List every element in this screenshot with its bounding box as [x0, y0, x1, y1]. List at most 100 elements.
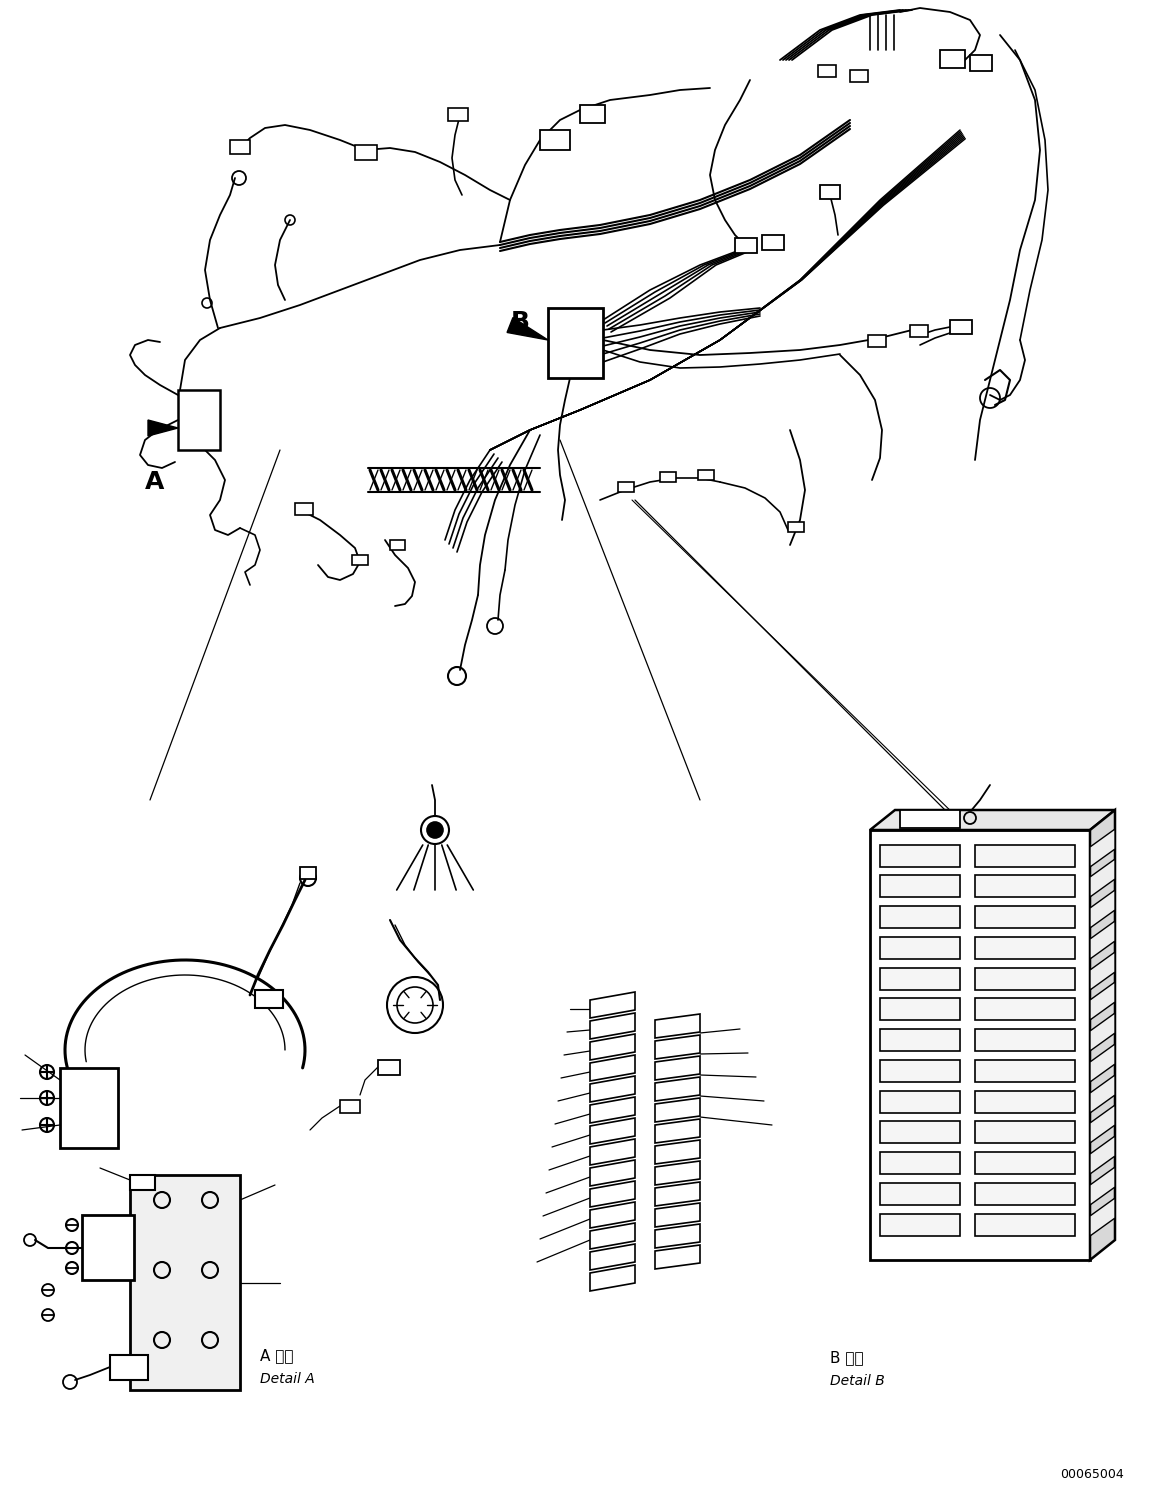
Text: 00065004: 00065004: [1059, 1469, 1123, 1481]
Bar: [698, 470, 714, 481]
Bar: [255, 990, 283, 1007]
Polygon shape: [655, 1098, 700, 1122]
Bar: [950, 320, 972, 333]
Bar: [975, 1152, 1075, 1174]
Bar: [355, 144, 377, 161]
Polygon shape: [655, 1056, 700, 1080]
Bar: [230, 140, 250, 153]
Bar: [975, 998, 1075, 1019]
Bar: [975, 937, 1075, 958]
Text: A 詳細: A 詳細: [261, 1348, 293, 1363]
Bar: [975, 1120, 1075, 1143]
Text: A: A: [145, 470, 165, 494]
Polygon shape: [590, 1244, 635, 1269]
Polygon shape: [1090, 890, 1115, 929]
Polygon shape: [1090, 1074, 1115, 1113]
Bar: [880, 1120, 959, 1143]
Bar: [789, 522, 804, 533]
Polygon shape: [507, 317, 548, 339]
Text: B 詳細: B 詳細: [830, 1350, 864, 1364]
Bar: [880, 969, 959, 990]
Bar: [295, 503, 313, 515]
Bar: [940, 51, 965, 68]
Bar: [340, 1100, 361, 1113]
Bar: [909, 324, 928, 336]
Bar: [975, 1059, 1075, 1082]
Bar: [868, 335, 886, 347]
Polygon shape: [655, 1202, 700, 1228]
Text: B: B: [511, 310, 529, 333]
Bar: [975, 969, 1075, 990]
Bar: [300, 868, 316, 879]
Bar: [618, 482, 634, 493]
Bar: [110, 1356, 148, 1379]
Bar: [352, 555, 368, 565]
Polygon shape: [655, 1119, 700, 1143]
Bar: [900, 809, 959, 827]
Bar: [820, 185, 840, 199]
Bar: [975, 906, 1075, 929]
Polygon shape: [590, 1181, 635, 1207]
Bar: [880, 906, 959, 929]
Bar: [880, 1059, 959, 1082]
Polygon shape: [130, 1176, 155, 1190]
Polygon shape: [655, 1140, 700, 1164]
Polygon shape: [590, 1055, 635, 1080]
Polygon shape: [1090, 1198, 1115, 1237]
Bar: [390, 540, 405, 551]
Bar: [975, 1214, 1075, 1237]
Bar: [580, 106, 605, 124]
Text: Detail B: Detail B: [830, 1373, 885, 1388]
Bar: [880, 1183, 959, 1205]
Polygon shape: [590, 1097, 635, 1123]
Polygon shape: [1090, 1167, 1115, 1205]
Bar: [880, 875, 959, 897]
Bar: [975, 1183, 1075, 1205]
Polygon shape: [870, 809, 1115, 830]
Polygon shape: [1090, 952, 1115, 990]
Text: Detail A: Detail A: [261, 1372, 315, 1385]
Bar: [178, 390, 220, 449]
Polygon shape: [590, 1034, 635, 1059]
Bar: [83, 1216, 134, 1280]
Polygon shape: [130, 1176, 240, 1390]
Polygon shape: [590, 1223, 635, 1248]
Polygon shape: [1090, 1106, 1115, 1143]
Bar: [818, 65, 836, 77]
Polygon shape: [655, 1225, 700, 1248]
Bar: [548, 308, 602, 378]
Polygon shape: [590, 1202, 635, 1228]
Polygon shape: [590, 992, 635, 1018]
Bar: [880, 1091, 959, 1113]
Polygon shape: [1090, 859, 1115, 897]
Polygon shape: [1090, 809, 1115, 1260]
Bar: [735, 238, 757, 253]
Bar: [880, 937, 959, 958]
Polygon shape: [1090, 1013, 1115, 1051]
Polygon shape: [590, 1161, 635, 1186]
Polygon shape: [655, 1181, 700, 1205]
Circle shape: [427, 821, 443, 838]
Polygon shape: [590, 1138, 635, 1165]
Polygon shape: [655, 1161, 700, 1184]
Polygon shape: [655, 1013, 700, 1039]
Bar: [975, 845, 1075, 868]
Bar: [762, 235, 784, 250]
Bar: [870, 830, 1090, 1260]
Polygon shape: [590, 1117, 635, 1144]
Polygon shape: [590, 1076, 635, 1103]
Bar: [659, 472, 676, 482]
Bar: [975, 875, 1075, 897]
Bar: [448, 109, 468, 121]
Polygon shape: [1090, 1045, 1115, 1082]
Polygon shape: [1090, 982, 1115, 1019]
Bar: [378, 1059, 400, 1074]
Polygon shape: [148, 420, 178, 436]
Bar: [60, 1068, 117, 1149]
Polygon shape: [655, 1036, 700, 1059]
Bar: [540, 129, 570, 150]
Polygon shape: [1090, 921, 1115, 958]
Bar: [880, 845, 959, 868]
Bar: [880, 1214, 959, 1237]
Polygon shape: [655, 1245, 700, 1269]
